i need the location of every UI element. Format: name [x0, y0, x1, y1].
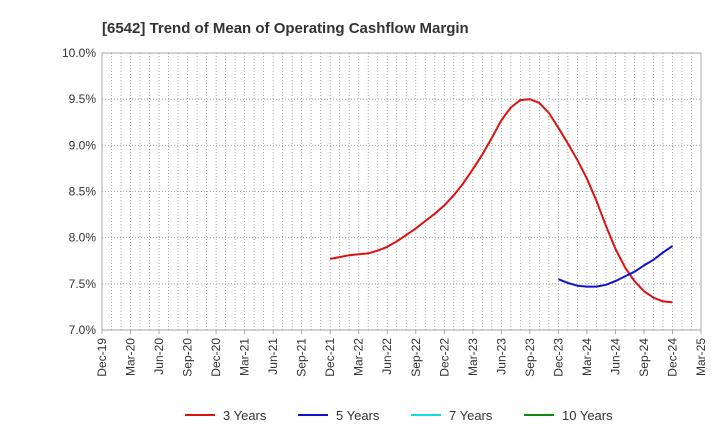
y-tick-label: 10.0%: [62, 46, 96, 60]
legend-label: 5 Years: [336, 408, 380, 423]
x-tick-label: Jun-20: [152, 338, 166, 375]
legend-label: 10 Years: [562, 408, 613, 423]
chart-title: [6542] Trend of Mean of Operating Cashfl…: [102, 20, 469, 37]
x-tick-label: Mar-25: [694, 338, 708, 376]
x-tick-label: Jun-24: [608, 338, 622, 375]
y-axis-ticks: 7.0% 7.5% 8.0% 8.5% 9.0% 9.5% 10.0%: [62, 46, 96, 337]
x-tick-label: Jun-23: [494, 338, 508, 375]
x-tick-label: Dec-24: [665, 338, 679, 377]
x-tick-label: Sep-24: [637, 338, 651, 377]
x-tick-label: Sep-23: [523, 338, 537, 377]
y-tick-label: 7.0%: [69, 323, 97, 337]
x-tick-label: Dec-21: [323, 338, 337, 377]
series-lines: [330, 98, 674, 304]
x-tick-label: Dec-22: [437, 338, 451, 377]
x-tick-label: Mar-23: [466, 338, 480, 376]
x-tick-label: Sep-20: [181, 338, 195, 377]
x-tick-label: Mar-20: [124, 338, 138, 376]
x-axis-ticks: Dec-19 Mar-20 Jun-20 Sep-20 Dec-20 Mar-21 Jun-…: [95, 330, 708, 377]
plot-area: [101, 52, 702, 331]
x-tick-label: Dec-23: [551, 338, 565, 377]
y-tick-label: 8.5%: [69, 185, 97, 199]
y-tick-label: 8.0%: [69, 231, 97, 245]
legend: 3 Years 5 Years 7 Years 10 Years: [185, 408, 613, 423]
x-tick-label: Dec-20: [209, 338, 223, 377]
x-tick-label: Jun-21: [266, 338, 280, 375]
x-tick-label: Mar-22: [352, 338, 366, 376]
x-tick-label: Sep-21: [295, 338, 309, 377]
grid-lines: [102, 52, 701, 331]
y-tick-label: 9.5%: [69, 92, 97, 106]
legend-label: 3 Years: [223, 408, 267, 423]
series-line-5-years: [558, 245, 674, 288]
y-tick-label: 9.0%: [69, 138, 97, 152]
x-tick-label: Jun-22: [380, 338, 394, 375]
x-tick-label: Mar-21: [238, 338, 252, 376]
series-line-3-years: [330, 98, 673, 304]
x-tick-label: Dec-19: [95, 338, 109, 377]
y-tick-label: 7.5%: [69, 277, 97, 291]
legend-label: 7 Years: [449, 408, 493, 423]
x-tick-label: Sep-22: [409, 338, 423, 377]
x-tick-label: Mar-24: [580, 338, 594, 376]
